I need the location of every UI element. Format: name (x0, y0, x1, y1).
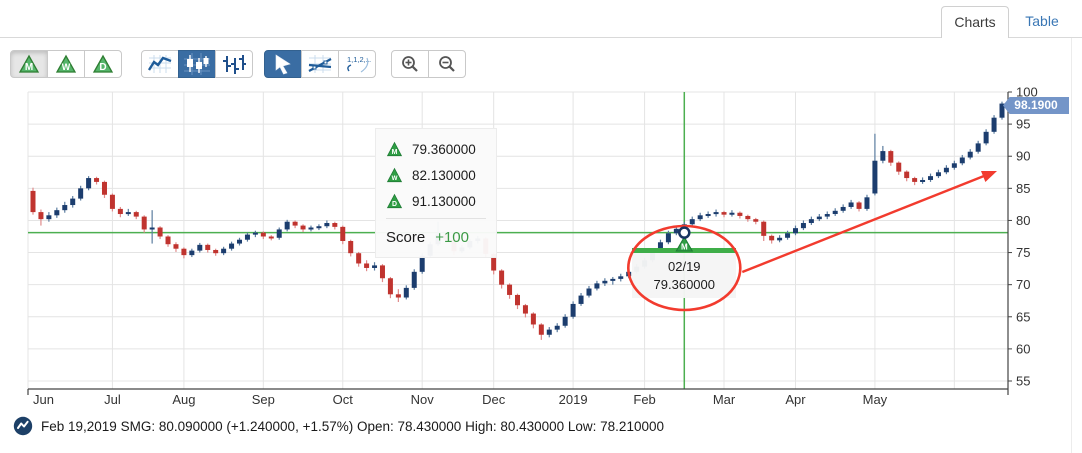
triangle-w-icon: W (55, 54, 77, 73)
zoom-out-button[interactable] (428, 50, 466, 78)
sparkline-badge-icon (13, 416, 33, 436)
svg-text:D: D (392, 201, 397, 208)
line-chart-button[interactable] (141, 50, 179, 78)
candlestick-chart-button[interactable] (178, 50, 216, 78)
svg-text:W: W (62, 62, 71, 72)
svg-text:70: 70 (1016, 277, 1030, 292)
svg-text:Nov: Nov (411, 392, 435, 407)
score-label: Score (386, 228, 426, 246)
svg-text:M: M (25, 62, 33, 73)
svg-text:May: May (863, 392, 888, 407)
daily-signal-value: 91.130000 (412, 193, 476, 209)
svg-text:85: 85 (1016, 181, 1030, 196)
signal-tooltip-panel: M 79.360000 W 82.130000 D 91.130000 Scor… (375, 128, 497, 258)
fibonacci-tool-button[interactable]: 1,1,2,... (338, 50, 376, 78)
tab-table[interactable]: Table (1025, 13, 1059, 29)
ohlc-bars-icon (223, 55, 246, 74)
svg-text:65: 65 (1016, 309, 1030, 324)
fibonacci-icon: 1,1,2,... (347, 55, 371, 73)
period-button-group: M W D (10, 50, 122, 78)
svg-text:75: 75 (1016, 245, 1030, 260)
candlestick-icon (184, 53, 210, 75)
status-quote-text: Feb 19,2019 SMG: 80.090000 (+1.240000, +… (41, 418, 664, 434)
zoom-in-button[interactable] (391, 50, 429, 78)
ohlc-bars-button[interactable] (215, 50, 253, 78)
svg-text:1,1,2,...: 1,1,2,... (347, 55, 371, 64)
svg-text:100: 100 (1016, 85, 1038, 100)
zoom-in-icon (402, 56, 418, 72)
triangle-d-icon: D (92, 54, 114, 73)
svg-text:Aug: Aug (172, 392, 195, 407)
zoom-button-group (391, 50, 466, 78)
svg-text:D: D (99, 62, 106, 73)
svg-text:2019: 2019 (559, 392, 588, 407)
line-chart-icon (147, 55, 172, 73)
cursor-tool-button[interactable] (264, 50, 302, 78)
weekly-period-button[interactable]: W (47, 50, 85, 78)
chart-type-button-group (141, 50, 253, 78)
score-value: +100 (435, 228, 469, 246)
weekly-signal-row: W 82.130000 (386, 162, 486, 188)
svg-text:Jul: Jul (104, 392, 121, 407)
tab-bar: Charts Table (0, 0, 1082, 38)
svg-text:60: 60 (1016, 341, 1030, 356)
svg-text:Mar: Mar (713, 392, 736, 407)
cursor-icon (275, 54, 291, 75)
zoom-out-icon (439, 56, 455, 72)
svg-text:Feb: Feb (633, 392, 655, 407)
svg-text:Dec: Dec (482, 392, 506, 407)
score-row: Score +100 (386, 218, 486, 249)
svg-text:95: 95 (1016, 117, 1030, 132)
monthly-signal-value: 79.360000 (412, 141, 476, 157)
svg-text:90: 90 (1016, 149, 1030, 164)
daily-signal-icon: D (386, 193, 403, 208)
weekly-signal-value: 82.130000 (412, 167, 476, 183)
panel-right-edge (1071, 37, 1072, 453)
tool-button-group: 1,1,2,... (264, 50, 376, 78)
last-price-tag: 98.1900 (1003, 97, 1069, 114)
triangle-m-icon: M (18, 54, 40, 73)
point-tooltip: 02/19 79.360000 (632, 248, 737, 298)
svg-text:Jun: Jun (33, 392, 54, 407)
monthly-signal-icon: M (386, 141, 403, 156)
svg-text:W: W (392, 175, 398, 182)
trend-lines-icon (308, 55, 332, 73)
svg-text:80: 80 (1016, 213, 1030, 228)
daily-period-button[interactable]: D (84, 50, 122, 78)
status-bar: Feb 19,2019 SMG: 80.090000 (+1.240000, +… (0, 410, 1082, 442)
daily-signal-row: D 91.130000 (386, 188, 486, 214)
monthly-period-button[interactable]: M (10, 50, 48, 78)
svg-text:55: 55 (1016, 374, 1030, 389)
point-tooltip-value: 79.360000 (653, 277, 715, 292)
svg-text:Oct: Oct (333, 392, 354, 407)
svg-text:Sep: Sep (252, 392, 275, 407)
monthly-signal-row: M 79.360000 (386, 136, 486, 162)
svg-text:Apr: Apr (785, 392, 806, 407)
trend-lines-tool-button[interactable] (301, 50, 339, 78)
tab-charts[interactable]: Charts (941, 6, 1009, 38)
svg-text:M: M (392, 149, 398, 156)
point-tooltip-date: 02/19 (668, 259, 701, 274)
weekly-signal-icon: W (386, 167, 403, 182)
